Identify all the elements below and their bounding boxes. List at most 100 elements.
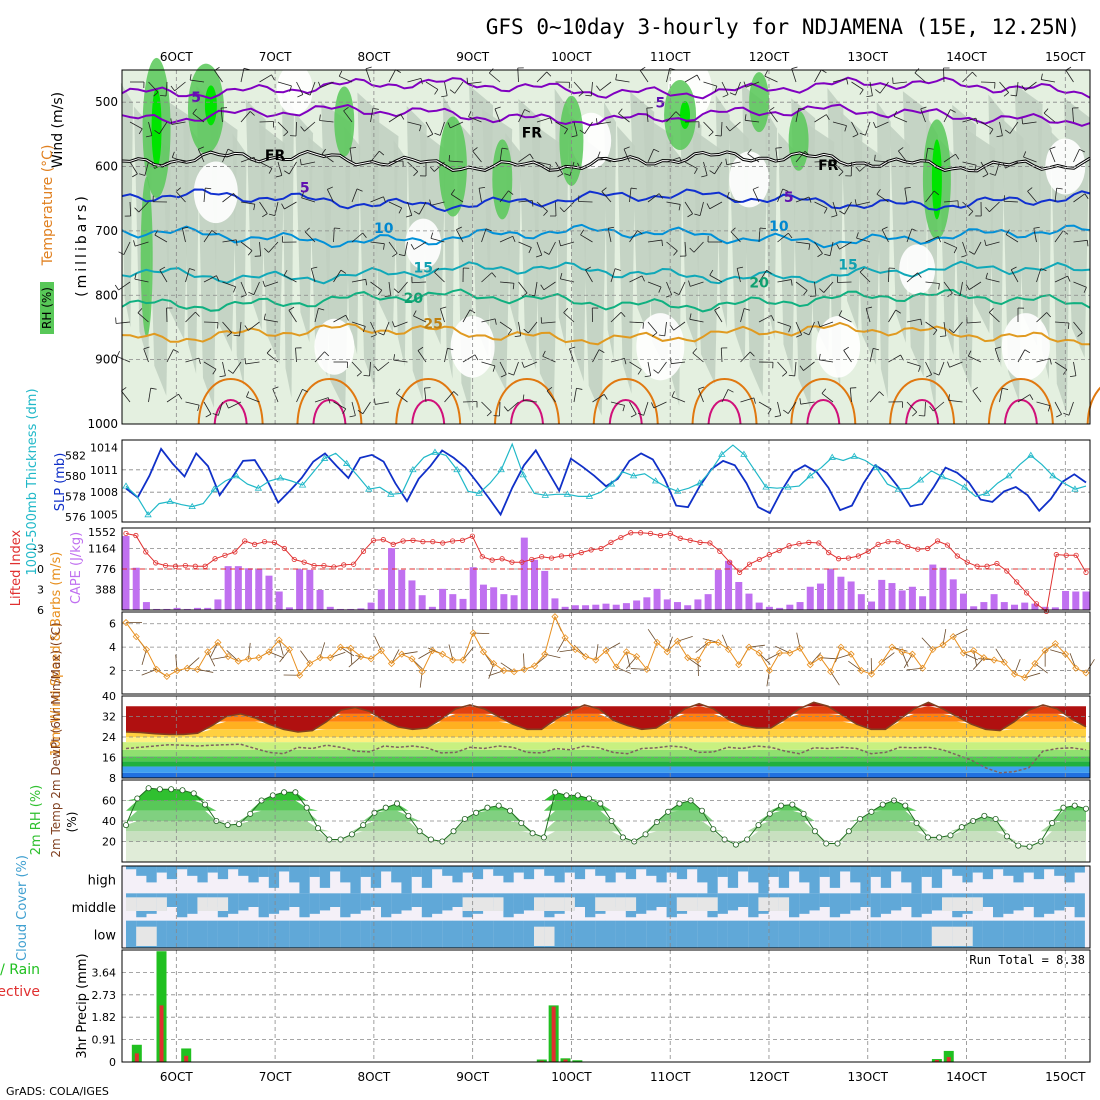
cloud-gap-middle (615, 897, 626, 911)
wind-barb-flag (701, 175, 708, 178)
wind-barb-flag (968, 211, 974, 216)
wind-barb (714, 161, 723, 175)
wind-barb (646, 108, 649, 123)
wind-barb (943, 241, 957, 249)
wind-barb-flag (535, 254, 542, 258)
wind-barb-flag (392, 252, 398, 258)
lifted-index-point (954, 553, 960, 559)
wind-barb-flag (501, 147, 508, 150)
wind-barb-flag (268, 213, 275, 217)
wind-barb-flag (725, 158, 728, 165)
surface-isotherm-30 (296, 378, 363, 425)
rh2m-point (179, 787, 186, 794)
wind-barb-flag (327, 397, 331, 404)
wind-barb (513, 361, 519, 376)
wind-barb (859, 271, 871, 283)
wind10m-barb (418, 650, 433, 660)
cloud-high-bar (177, 866, 188, 870)
pressure-tick-label: 700 (95, 224, 118, 238)
wind-barb-flag (235, 239, 238, 246)
wind-barb-flag (1023, 151, 1027, 158)
cloud-high-bar (483, 866, 494, 870)
wind-barb-flag (569, 346, 576, 350)
thickness-point (276, 474, 285, 481)
wind-barb-flag (737, 266, 744, 269)
wind-barb-flag (365, 66, 372, 70)
cloud-low-bar (1044, 920, 1055, 948)
contour-label: 10 (769, 219, 789, 235)
wind-barb (832, 121, 847, 127)
wind10m-point (582, 652, 590, 661)
cloud-low-bar (707, 920, 718, 948)
lifted-index-point (608, 539, 614, 545)
wind-barb (666, 201, 681, 205)
wind10m-point (193, 665, 202, 673)
lifted-index-point (588, 547, 594, 553)
cloud-gap-middle (462, 897, 473, 911)
wind-barb-flag (948, 394, 950, 401)
x-tick-label-top: 6OCT (160, 50, 193, 64)
wind-barb (629, 401, 637, 415)
contour-label: 15 (414, 261, 433, 277)
cloud-low-bar (1003, 920, 1014, 948)
wind-barb (730, 231, 741, 243)
cloud-high-bar (1054, 866, 1065, 876)
thickness-series-line (125, 442, 1087, 516)
wind-barb (699, 201, 704, 216)
thickness-point (718, 450, 726, 457)
cloud-gap-middle (136, 897, 147, 911)
cloud-gap-middle (758, 897, 769, 911)
lifted-index-point (469, 533, 475, 539)
temp-tick-label: 40 (102, 690, 116, 703)
wind10m-point (408, 655, 416, 663)
contour-label: 5 (300, 180, 310, 196)
wind-barb (851, 121, 859, 135)
contour-label: FR (522, 126, 543, 142)
cloud-low-bar (1054, 920, 1065, 948)
pressure-tick-label: 500 (95, 95, 118, 109)
cloud-high-bar (799, 866, 810, 883)
lifted-index-point (786, 543, 792, 549)
wind-barb (333, 401, 346, 410)
cloud-high-bar (605, 866, 616, 883)
cloud-low-bar (840, 920, 851, 948)
wind-barb (580, 234, 593, 243)
cloud-middle-bar (258, 893, 269, 918)
wind-barb-flag (938, 236, 941, 243)
wind10m-tick-label: 6 (109, 618, 116, 631)
wind-barb-flag (233, 193, 238, 199)
rh2m-point (800, 810, 807, 817)
isotherm-line (121, 223, 1091, 249)
wind-barb (949, 361, 963, 368)
wind-barb-flag (365, 279, 368, 286)
wind-barb-flag (420, 78, 423, 85)
wind-barb (684, 241, 687, 256)
cloud-low-bar (421, 920, 433, 948)
rh2m-point (281, 789, 288, 796)
cloud-high-bar (340, 866, 351, 883)
wind-barb (1036, 312, 1048, 323)
wind10m-point (612, 663, 620, 671)
cloud-high-bar (248, 866, 259, 883)
cloud-middle-bar (391, 893, 402, 914)
wind-barb (579, 161, 593, 169)
wind-barb-flag (881, 226, 888, 230)
surface-isotherm-30 (395, 378, 462, 425)
wind-barb (693, 241, 704, 253)
wind-barb (924, 401, 926, 417)
wind-barb-flag (955, 153, 960, 160)
wind-barb (832, 78, 847, 83)
wind-barb (959, 281, 963, 296)
cloud-high-bar (279, 866, 290, 872)
wind10m-point (479, 648, 488, 656)
wind-barb-flag (1021, 85, 1026, 91)
wind-barb (418, 201, 427, 215)
wind-barb (800, 401, 815, 405)
wind-barb (906, 228, 913, 243)
cloud-middle-bar (330, 893, 341, 907)
wind-barb (383, 321, 390, 336)
cloud-low-bar (799, 920, 810, 948)
lifted-index-point (489, 557, 495, 563)
wind-barb (962, 201, 974, 212)
rh2m-point (405, 812, 412, 819)
